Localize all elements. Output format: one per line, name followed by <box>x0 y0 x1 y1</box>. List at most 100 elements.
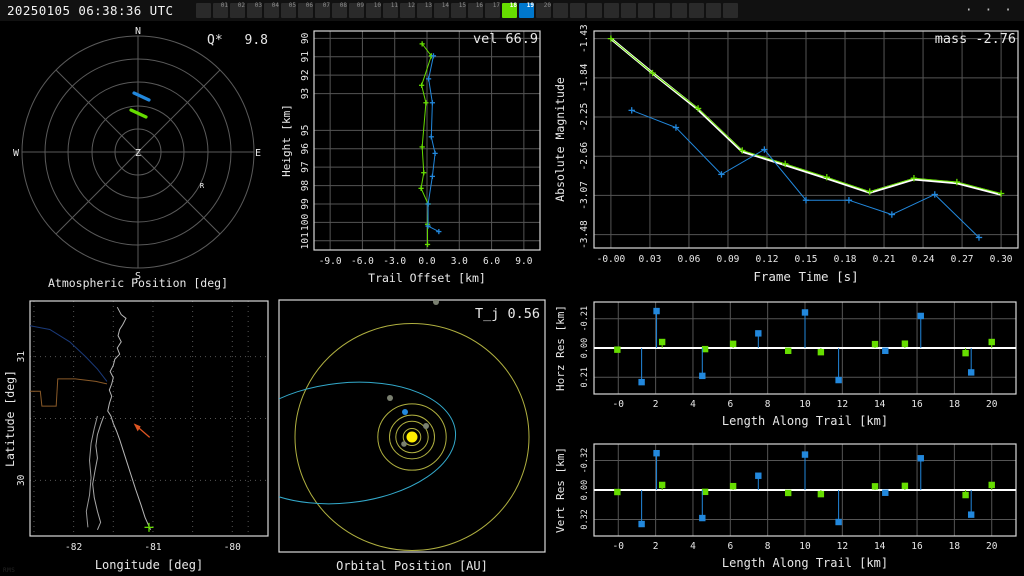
data-point-station-green <box>607 35 615 42</box>
thumbnail-number: 10 <box>373 2 381 9</box>
overflow-menu-icon[interactable]: · · · <box>964 3 1014 18</box>
panel-atmospheric-position[interactable]: N S E W Z R Q* 9.8 Atmospheric Position … <box>0 21 276 292</box>
planet-marker-venus <box>423 423 429 429</box>
panel-horizontal-residuals[interactable]: -0 2 4 6 8 10 12 14 16 18 20 -0.21 0.00 0.21 Horz Res … <box>548 292 1024 434</box>
thumbnail-number: 12 <box>407 2 415 9</box>
y-tick-label: 91 <box>300 51 311 63</box>
thumbnail-blank-21[interactable] <box>553 3 568 18</box>
thumbnail-number: 01 <box>220 2 228 9</box>
magnitude-axis-label: Absolute Magnitude <box>553 77 567 202</box>
data-point-station-blue <box>882 347 889 354</box>
thumbnail-16[interactable]: 16 <box>468 2 483 18</box>
quality-value: 9.8 <box>245 33 268 48</box>
thumbnail-10[interactable]: 10 <box>366 2 381 18</box>
thumbnail-04[interactable]: 04 <box>264 2 279 18</box>
planet-marker-mars <box>387 395 393 401</box>
thumbnail-number: 07 <box>322 2 330 9</box>
quality-label: Q* <box>207 33 223 48</box>
panel-absolute-magnitude[interactable]: -0.00 0.03 0.06 0.09 0.12 0.15 0.18 0.21 0.24 0.2… <box>548 21 1024 292</box>
thumbnail-blank-23[interactable] <box>587 3 602 18</box>
height-profile-plot: -9.0 -6.0 -3.0 0.0 3.0 6.0 9.0 90 91 92 93 95 96 97 98… <box>280 30 541 285</box>
thumbnail-06[interactable]: 06 <box>298 2 313 18</box>
radiant-label: R <box>200 182 205 190</box>
data-point-station-green <box>614 488 621 496</box>
data-point-station-green <box>423 100 429 106</box>
thumbnail-15[interactable]: 15 <box>451 2 466 18</box>
thumbnail-blank-31[interactable] <box>723 3 738 18</box>
thumbnail-19[interactable]: 19 <box>519 2 534 18</box>
thumbnail-blank-22[interactable] <box>570 3 585 18</box>
panel-vertical-residuals[interactable]: -0 2 4 6 8 10 12 14 16 18 20 -0.32 0.00 0.32 Vert Res … <box>548 434 1024 576</box>
x-tick-label: 20 <box>986 399 998 410</box>
panel-height-profile[interactable]: -9.0 -6.0 -3.0 0.0 3.0 6.0 9.0 90 91 92 93 95 96 97 98… <box>276 21 548 292</box>
thumbnail-blank-29[interactable] <box>689 3 704 18</box>
data-point-station-green <box>658 481 666 489</box>
data-point-station-green <box>962 349 969 357</box>
thumbnail-08[interactable]: 08 <box>332 2 347 18</box>
thumbnail-09[interactable]: 09 <box>349 2 364 18</box>
data-point-station-green <box>649 69 656 77</box>
x-tick-label: 0.12 <box>756 254 779 265</box>
data-point-station-green <box>871 483 879 490</box>
thumbnail-strip[interactable]: 01 02 03 04 05 06 07 08 09 10 11 12 13 14 15 16 17 18 19 20 <box>196 0 965 21</box>
x-tick-label: 18 <box>949 541 961 552</box>
x-tick-label: 4 <box>690 399 696 410</box>
horizontal-residuals-plot: -0 2 4 6 8 10 12 14 16 18 20 -0.21 0.00 0.21 Horz Res … <box>554 301 1017 428</box>
y-tick-label: 0.00 <box>580 338 590 358</box>
atmospheric-position-plot: N S E W Z R Q* 9.8 Atmospheric Position … <box>13 26 268 290</box>
thumbnail-blank-26[interactable] <box>638 3 653 18</box>
data-point-station-blue <box>699 514 706 522</box>
x-tick-label: 6.0 <box>483 256 500 267</box>
y-tick-label: -3.48 <box>579 220 590 249</box>
compass-south-label: S <box>135 271 141 282</box>
data-point-station-blue <box>699 372 706 380</box>
thumbnail-blank-0[interactable] <box>196 3 211 18</box>
x-tick-label: -3.0 <box>383 256 406 267</box>
y-tick-label: 97 <box>300 161 311 172</box>
data-point-station-blue <box>432 150 438 156</box>
thumbnail-11[interactable]: 11 <box>383 2 398 18</box>
plot-grid: N S E W Z R Q* 9.8 Atmospheric Position … <box>0 21 1024 576</box>
data-point-station-blue <box>975 234 983 241</box>
x-tick-label: 0.21 <box>873 254 896 265</box>
panel-ground-track-map[interactable]: -82 -81 -80 30 31 Latitude [deg] Longitude [de… <box>0 292 276 576</box>
y-tick-label: -2.25 <box>579 103 590 132</box>
thumbnail-blank-30[interactable] <box>706 3 721 18</box>
thumbnail-05[interactable]: 05 <box>281 2 296 18</box>
orbit-path-mercury <box>402 427 422 447</box>
x-tick-label: 0.18 <box>834 254 857 265</box>
thumbnail-01[interactable]: 01 <box>213 2 228 18</box>
x-tick-label: 14 <box>874 399 886 410</box>
absolute-magnitude-plot: -0.00 0.03 0.06 0.09 0.12 0.15 0.18 0.21 0.24 0.2… <box>553 24 1019 284</box>
thumbnail-blank-28[interactable] <box>672 3 687 18</box>
thumbnail-02[interactable]: 02 <box>230 2 245 18</box>
thumbnail-blank-27[interactable] <box>655 3 670 18</box>
thumbnail-blank-25[interactable] <box>621 3 636 18</box>
x-tick-label: 14 <box>874 541 886 552</box>
data-point-station-blue <box>801 309 809 316</box>
x-tick-label: 0.27 <box>951 254 974 265</box>
data-point-station-green <box>421 170 427 176</box>
thumbnail-13[interactable]: 13 <box>417 2 432 18</box>
thumbnail-20[interactable]: 20 <box>536 2 551 18</box>
thumbnail-17[interactable]: 17 <box>485 2 500 18</box>
planet-marker-mercury <box>401 441 407 447</box>
zenith-label: Z <box>135 148 141 159</box>
thumbnail-03[interactable]: 03 <box>247 2 262 18</box>
data-point-station-green <box>701 345 709 353</box>
thumbnail-18[interactable]: 18 <box>502 2 517 18</box>
thumbnail-12[interactable]: 12 <box>400 2 415 18</box>
thumbnail-blank-24[interactable] <box>604 3 619 18</box>
thumbnail-number: 17 <box>492 2 500 9</box>
thumbnail-07[interactable]: 07 <box>315 2 330 18</box>
thumbnail-14[interactable]: 14 <box>434 2 449 18</box>
panel-orbital-position[interactable]: T_j 0.56 Orbital Position [AU] <box>276 292 548 576</box>
data-point-station-blue <box>425 223 431 229</box>
map-frame <box>29 300 269 537</box>
orbit-path-earth <box>389 414 435 460</box>
orbit-path-meteoroid <box>279 381 457 505</box>
data-point-station-green <box>658 338 666 346</box>
x-tick-label: 0.06 <box>677 254 700 265</box>
orbit-path-venus <box>395 420 429 454</box>
vert-axis-label: Vert Res [km] <box>554 447 567 533</box>
